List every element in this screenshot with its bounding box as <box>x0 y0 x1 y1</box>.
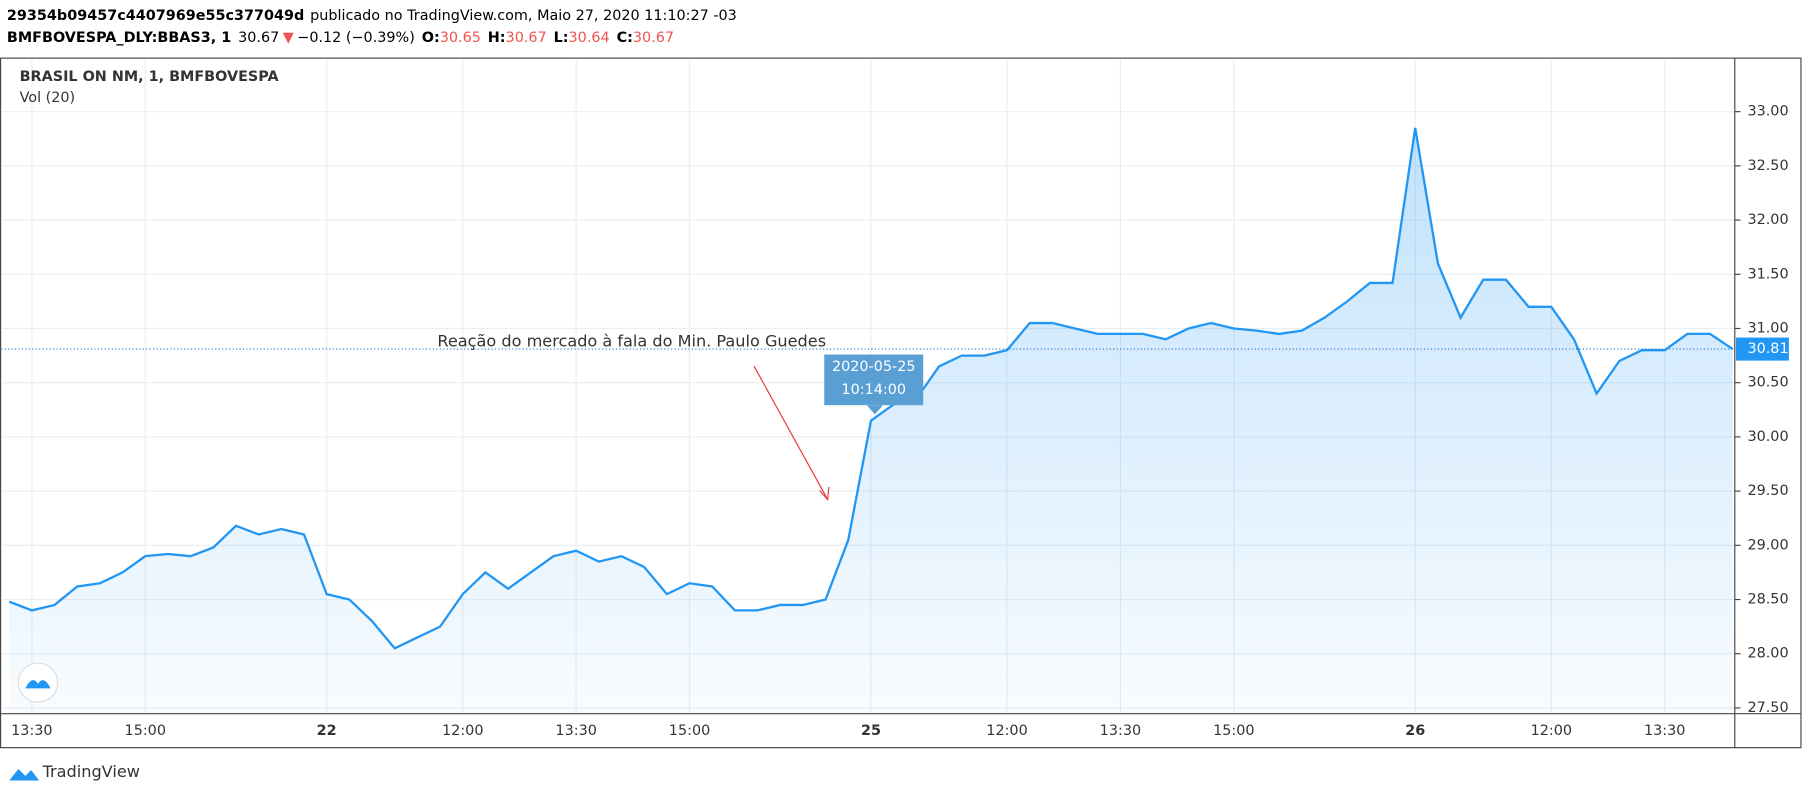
footer-icon <box>9 768 40 781</box>
price-label: 30.81 <box>1747 341 1788 357</box>
price-line <box>8 127 1734 650</box>
y-tick-label: 32.00 <box>1747 212 1788 228</box>
x-tick-label: 15:00 <box>1213 723 1254 739</box>
tooltip-box <box>824 354 924 406</box>
tooltip-date: 2020-05-25 <box>832 359 916 375</box>
footer-brand: TradingView <box>42 762 140 781</box>
published: publicado no TradingView.com, Maio 27, 2… <box>310 8 737 24</box>
x-tick-label: 13:30 <box>1100 723 1141 739</box>
change: −0.12 (−0.39%) <box>297 30 415 46</box>
arrow-head <box>819 486 830 501</box>
arrow: ▼ <box>283 30 295 46</box>
y-tick-label: 30.50 <box>1747 375 1788 391</box>
symbol-line: BMFBOVESPA_DLY:BBAS3, 1 30.67 ▼ −0.12 (−0.3… <box>7 30 674 46</box>
y-tick-label: 30.00 <box>1747 429 1788 445</box>
plot <box>1 127 1735 714</box>
y-tick-label: 33.00 <box>1747 104 1788 120</box>
ohlc-value: 30.67 <box>633 30 674 46</box>
symbol: BMFBOVESPA_DLY:BBAS3, 1 <box>7 30 231 46</box>
tooltip-time: 10:14:00 <box>841 382 906 398</box>
chart-title: BRASIL ON NM, 1, BMFBOVESPA <box>20 69 280 85</box>
y-tick-label: 28.50 <box>1747 592 1788 608</box>
ohlc-label: C: <box>617 30 633 46</box>
chart-subtitle: Vol (20) <box>20 90 76 106</box>
annotation-arrow <box>753 365 829 500</box>
y-tick-label: 29.00 <box>1747 537 1788 553</box>
x-tick-label: 13:30 <box>555 723 596 739</box>
ohlc-value: 30.67 <box>506 30 547 46</box>
x-tick-label: 26 <box>1405 723 1425 739</box>
y-tick-label: 31.50 <box>1747 266 1788 282</box>
x-tick-label: 12:00 <box>1531 723 1572 739</box>
logo-circle[interactable] <box>17 662 59 703</box>
tooltip-pointer <box>866 405 883 415</box>
chart-frame <box>0 57 1802 749</box>
y-tick-label: 32.50 <box>1747 158 1788 174</box>
ohlc-value: 30.64 <box>569 30 610 46</box>
y-tick-label: 27.50 <box>1747 700 1788 716</box>
ohlc-value: 30.65 <box>440 30 481 46</box>
logo-button[interactable] <box>17 662 59 703</box>
logo-icon[interactable] <box>25 680 51 689</box>
author: 29354b09457c4407969e55c377049d <box>7 8 304 24</box>
x-tick-label: 12:00 <box>986 723 1027 739</box>
x-tick-label: 13:30 <box>1644 723 1685 739</box>
ohlc-label: H: <box>488 30 506 46</box>
x-tick-label: 15:00 <box>125 723 166 739</box>
x-tick-label: 22 <box>317 723 337 739</box>
y-tick-label: 28.00 <box>1747 646 1788 662</box>
header-line: 29354b09457c4407969e55c377049d publicado … <box>7 8 737 24</box>
x-tick-label: 12:00 <box>442 723 483 739</box>
last: 30.67 <box>238 30 279 46</box>
annotation: Reação do mercado à fala do Min. Paulo G… <box>437 331 826 350</box>
y-tick-label: 31.00 <box>1747 320 1788 336</box>
ohlc-label: L: <box>554 30 569 46</box>
price-label-box <box>1735 337 1789 361</box>
x-tick-label: 13:30 <box>11 723 52 739</box>
ohlc-label: O: <box>422 30 440 46</box>
x-tick-label: 15:00 <box>669 723 710 739</box>
tooltip: 2020-05-25 10:14:00 <box>824 354 924 415</box>
x-tick-label: 25 <box>861 723 881 739</box>
y-tick-label: 29.50 <box>1747 483 1788 499</box>
